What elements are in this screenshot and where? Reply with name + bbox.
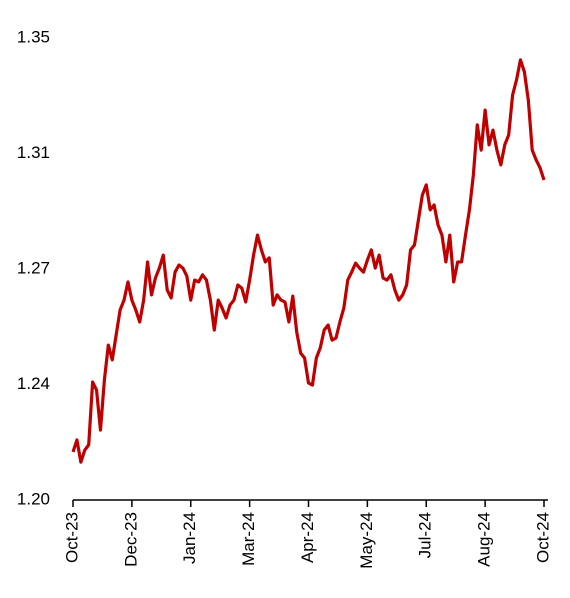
y-tick-label: 1.31	[17, 143, 50, 162]
y-tick-label: 1.35	[17, 27, 50, 46]
x-tick-label: Jul-24	[416, 512, 435, 558]
y-tick-label: 1.20	[17, 489, 50, 508]
y-tick-label: 1.27	[17, 258, 50, 277]
x-tick-label: Oct-24	[533, 512, 552, 563]
x-tick-label: Aug-24	[475, 512, 494, 567]
x-tick-label: Jan-24	[180, 512, 199, 564]
x-tick-label: Oct-23	[62, 512, 81, 563]
data-line	[71, 58, 546, 464]
y-tick-label: 1.24	[17, 374, 50, 393]
x-tick-label: Mar-24	[239, 512, 258, 566]
x-tick-label: May-24	[357, 512, 376, 569]
x-tick-label: Dec-23	[121, 512, 140, 567]
x-tick-label: Apr-24	[298, 512, 317, 563]
